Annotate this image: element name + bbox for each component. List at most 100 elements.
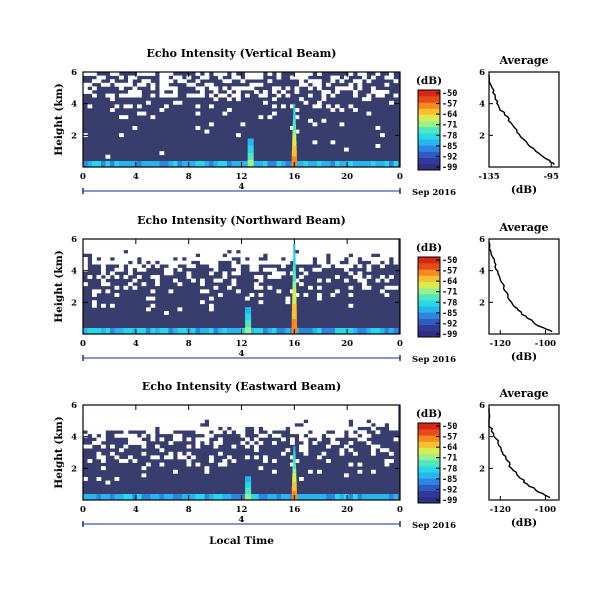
no-data-cell <box>191 419 196 424</box>
no-data-cell <box>155 257 160 261</box>
no-data-cell <box>254 242 259 247</box>
no-data-cell <box>209 122 214 127</box>
spike-echo-cell <box>292 124 296 131</box>
no-data-cell <box>195 408 201 413</box>
no-data-cell <box>236 86 241 91</box>
no-data-cell <box>335 289 340 294</box>
no-data-cell <box>393 257 399 261</box>
x-tick-label: 4 <box>133 172 139 182</box>
no-data-cell <box>222 239 228 243</box>
surface-echo-cell <box>200 161 205 167</box>
no-data-cell <box>285 419 291 424</box>
no-data-cell <box>236 97 241 102</box>
no-data-cell <box>294 278 300 283</box>
no-data-cell <box>204 466 210 471</box>
no-data-cell <box>114 239 120 243</box>
no-data-cell <box>344 249 349 254</box>
no-data-cell <box>299 408 304 413</box>
no-data-cell <box>110 419 115 424</box>
no-data-cell <box>128 249 133 254</box>
colorbar-swatch <box>418 275 440 282</box>
no-data-cell <box>227 253 232 258</box>
no-data-cell <box>330 293 336 297</box>
no-data-cell <box>344 246 349 251</box>
no-data-cell <box>267 408 273 413</box>
no-data-cell <box>218 437 223 442</box>
no-data-cell <box>263 405 268 409</box>
no-data-cell <box>159 72 165 76</box>
no-data-cell <box>114 267 120 272</box>
spike-echo-cell <box>292 477 297 483</box>
no-data-cell <box>308 239 313 243</box>
no-data-cell <box>339 412 345 417</box>
no-data-cell <box>240 412 246 417</box>
no-data-cell <box>258 115 264 120</box>
no-data-cell <box>366 441 372 445</box>
no-data-cell <box>348 426 354 431</box>
no-data-cell <box>281 246 286 251</box>
no-data-cell <box>321 405 327 409</box>
no-data-cell <box>213 86 219 91</box>
no-data-cell <box>317 257 322 261</box>
no-data-cell <box>83 260 88 265</box>
no-data-cell <box>110 408 115 413</box>
colorbar-tick-label: -64 <box>442 443 457 453</box>
spike-echo-cell <box>292 130 297 136</box>
no-data-cell <box>177 426 183 431</box>
no-data-cell <box>191 93 196 98</box>
profile-y-tick-label: 6 <box>479 68 485 78</box>
surface-echo-cell <box>141 328 147 334</box>
no-data-cell <box>123 285 129 290</box>
no-data-cell <box>231 405 237 409</box>
no-data-cell <box>177 253 183 258</box>
surface-echo-cell <box>155 328 160 334</box>
spike-echo-cell <box>292 119 296 126</box>
no-data-cell <box>357 408 363 413</box>
no-data-cell <box>380 423 385 427</box>
no-data-cell <box>299 426 304 431</box>
no-data-cell <box>249 441 255 445</box>
surface-echo-cell <box>348 161 354 167</box>
no-data-cell <box>294 415 300 420</box>
no-data-cell <box>195 415 201 420</box>
no-data-cell <box>249 419 255 424</box>
no-data-cell <box>164 72 169 76</box>
no-data-cell <box>92 253 97 258</box>
no-data-cell <box>326 278 331 283</box>
no-data-cell <box>290 462 295 467</box>
no-data-cell <box>92 260 97 265</box>
no-data-cell <box>150 430 156 435</box>
no-data-cell <box>114 285 120 290</box>
no-data-cell <box>371 260 376 265</box>
no-data-cell <box>186 249 192 254</box>
no-data-cell <box>236 423 241 427</box>
no-data-cell <box>348 415 354 420</box>
no-data-cell <box>177 260 183 265</box>
colorbar-tick-label: -99 <box>442 330 457 340</box>
no-data-cell <box>236 75 241 80</box>
no-data-cell <box>240 441 246 445</box>
no-data-cell <box>123 239 129 243</box>
no-data-cell <box>362 423 367 427</box>
no-data-cell <box>384 75 390 80</box>
no-data-cell <box>222 111 228 116</box>
no-data-cell <box>393 253 399 258</box>
no-data-cell <box>375 246 381 251</box>
no-data-cell <box>330 423 336 427</box>
no-data-cell <box>204 257 210 261</box>
surface-echo-cell <box>155 161 160 167</box>
no-data-cell <box>317 433 322 438</box>
colorbar-tick-label: -78 <box>442 464 457 474</box>
no-data-cell <box>227 412 232 417</box>
no-data-cell <box>141 72 147 76</box>
no-data-cell <box>240 426 246 431</box>
no-data-cell <box>267 246 273 251</box>
no-data-cell <box>137 408 142 413</box>
no-data-cell <box>191 455 196 460</box>
no-data-cell <box>335 441 340 445</box>
no-data-cell <box>222 246 228 251</box>
no-data-cell <box>303 246 309 251</box>
no-data-cell <box>299 72 304 76</box>
no-data-cell <box>218 257 223 261</box>
no-data-cell <box>159 437 165 442</box>
